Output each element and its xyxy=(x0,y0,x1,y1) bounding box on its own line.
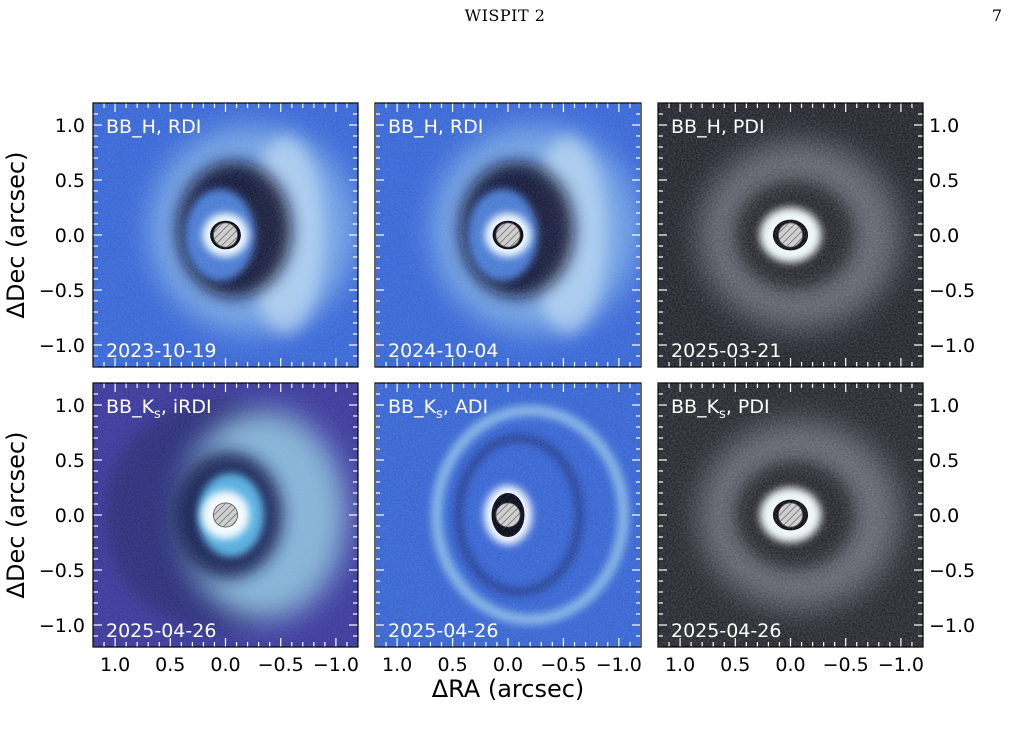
panel-frame xyxy=(92,382,359,648)
panel-frame xyxy=(374,102,642,368)
x-tick-label: −1.0 xyxy=(878,654,924,676)
panel-image xyxy=(658,103,923,367)
y-tick-label: 0.0 xyxy=(929,505,959,527)
x-tick-label: 0.0 xyxy=(493,654,523,676)
y-tick-label: −1.0 xyxy=(39,335,85,357)
panel-label: BB_H, PDI xyxy=(671,116,765,138)
y-tick-label: 0.5 xyxy=(55,450,85,472)
x-tick-label: 1.0 xyxy=(382,654,412,676)
panel-frame xyxy=(657,102,924,368)
panel-date: 2023-10-19 xyxy=(106,340,216,362)
panel-label: BB_Ks, iRDI xyxy=(106,396,212,422)
panel-3: BB_H, PDI 2025-03-21 1.0 0.5 0.0 −0.5 −1.0 xyxy=(657,102,975,368)
panel-1: BB_H, RDI 2023-10-19 1.0 0.5 0.0 −0.5 −1.0 xyxy=(39,102,359,368)
panel-frame xyxy=(374,382,642,648)
x-tick-label: −0.5 xyxy=(823,654,869,676)
y-tick-label: 0.5 xyxy=(929,450,959,472)
y-tick-label: 1.0 xyxy=(55,115,85,137)
y-tick-label: 0.0 xyxy=(929,225,959,247)
y-tick-label: 1.0 xyxy=(929,395,959,417)
y-tick-label: −0.5 xyxy=(929,560,975,582)
panel-date: 2025-03-21 xyxy=(671,340,781,362)
panel-date: 2025-04-26 xyxy=(388,620,498,642)
panel-image xyxy=(376,383,640,647)
panel-label: BB_Ks, PDI xyxy=(671,396,770,422)
y-tick-label: −0.5 xyxy=(39,280,85,302)
x-tick-label: 0.0 xyxy=(210,654,240,676)
panel-date: 2025-04-26 xyxy=(106,620,216,642)
panel-frame xyxy=(92,102,359,368)
panel-image xyxy=(658,383,923,647)
y-tick-label: −1.0 xyxy=(929,335,975,357)
x-axis-title: ΔRA (arcsec) xyxy=(432,675,585,703)
y-tick-label: 0.0 xyxy=(55,225,85,247)
x-tick-label: −0.5 xyxy=(540,654,586,676)
y-tick-label: 1.0 xyxy=(929,115,959,137)
y-tick-label: 0.5 xyxy=(929,170,959,192)
panel-image xyxy=(93,103,358,367)
y-axis-title-top: ΔDec (arcsec) xyxy=(2,152,30,319)
page-number: 7 xyxy=(991,6,1002,25)
y-tick-label: −1.0 xyxy=(929,615,975,637)
x-tick-label: 0.0 xyxy=(775,654,805,676)
y-tick-label: −1.0 xyxy=(39,615,85,637)
x-tick-label: 0.5 xyxy=(720,654,750,676)
y-tick-label: 0.5 xyxy=(55,170,85,192)
panel-6: BB_Ks, PDI 2025-04-26 1.0 0.5 0.0 −0.5 −1.0 1.0… xyxy=(657,382,975,676)
y-tick-label: −0.5 xyxy=(929,280,975,302)
y-tick-label: −0.5 xyxy=(39,560,85,582)
panel-image xyxy=(93,383,358,647)
panel-label: BB_H, RDI xyxy=(388,116,483,138)
panel-label: BB_Ks, ADI xyxy=(388,396,488,422)
panel-ticks xyxy=(92,102,359,368)
running-head: WISPIT 2 xyxy=(464,6,546,25)
x-tick-label: −1.0 xyxy=(596,654,642,676)
panel-image xyxy=(376,103,640,367)
x-tick-label: 0.5 xyxy=(155,654,185,676)
panel-grid: BB_H, RDI2023-10-191.00.50.0−0.5−1.0BB_H… xyxy=(39,102,975,676)
x-tick-label: 1.0 xyxy=(100,654,130,676)
x-tick-label: 1.0 xyxy=(665,654,695,676)
panel-5: BB_Ks, ADI 2025-04-26 1.0 0.5 0.0 −0.5 −1.0 xyxy=(374,382,642,676)
x-tick-label: −1.0 xyxy=(313,654,359,676)
y-tick-label: 0.0 xyxy=(55,505,85,527)
panel-2: BB_H, RDI 2024-10-04 xyxy=(374,102,642,368)
y-axis-title-bottom: ΔDec (arcsec) xyxy=(2,432,30,599)
x-tick-label: 0.5 xyxy=(437,654,467,676)
panel-date: 2025-04-26 xyxy=(671,620,781,642)
panel-date: 2024-10-04 xyxy=(388,340,498,362)
panel-label: BB_H, RDI xyxy=(106,116,201,138)
panel-frame xyxy=(657,382,924,648)
x-tick-label: −0.5 xyxy=(258,654,304,676)
panel-4: BB_Ks, iRDI 2025-04-26 1.0 0.5 0.0 −0.5 −1.0 1.… xyxy=(39,382,359,676)
y-tick-label: 1.0 xyxy=(55,395,85,417)
